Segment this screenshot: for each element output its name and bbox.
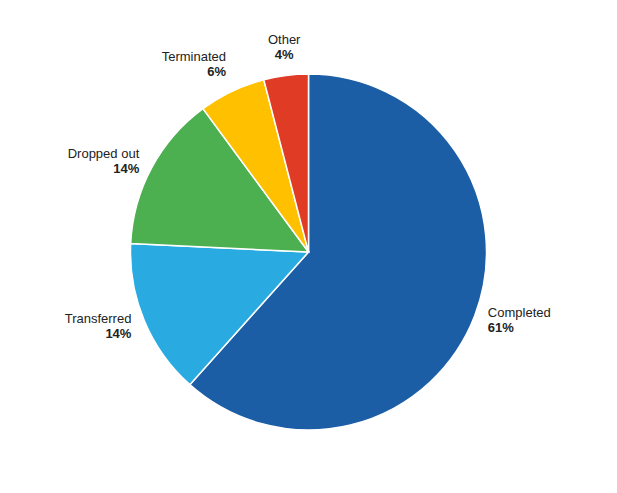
slice-value: 6% (207, 64, 226, 79)
slice-label: Transferred14% (65, 311, 132, 341)
slice-name: Terminated (162, 49, 226, 64)
slice-label: Completed61% (488, 305, 551, 335)
slice-label: Dropped out14% (68, 146, 140, 176)
slice-name: Other (268, 32, 301, 47)
slice-value: 14% (113, 161, 139, 176)
slice-label: Other4% (268, 32, 301, 62)
pie-slice (264, 74, 309, 252)
slice-label: Terminated6% (162, 49, 227, 79)
chart-svg: Completed61%Transferred14%Dropped out14%… (0, 0, 617, 493)
chart-container: Completed61%Transferred14%Dropped out14%… (0, 0, 617, 493)
labels: Completed61%Transferred14%Dropped out14%… (65, 32, 551, 341)
slice-value: 14% (105, 326, 131, 341)
slice-name: Dropped out (68, 146, 140, 161)
pie-slice (131, 244, 309, 385)
slice-value: 61% (488, 320, 514, 335)
slice-name: Transferred (65, 311, 132, 326)
slice-value: 4% (275, 47, 294, 62)
slice-name: Completed (488, 305, 551, 320)
slices (131, 74, 487, 430)
